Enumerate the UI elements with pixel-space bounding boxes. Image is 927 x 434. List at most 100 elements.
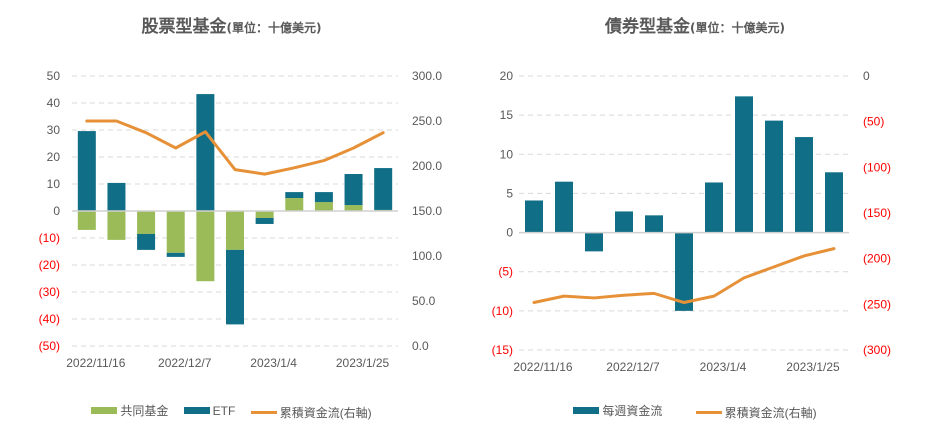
bar-每週資金流 <box>705 182 723 233</box>
x-tick-label: 2023/1/25 <box>786 360 840 374</box>
bar-每週資金流 <box>765 120 783 233</box>
y-tick-label: (50) <box>39 339 60 353</box>
y-tick-label: 50 <box>47 69 61 83</box>
x-tick-label: 2023/1/25 <box>336 356 390 370</box>
y-tick-label: 10 <box>47 177 61 191</box>
y-tick-label: 15 <box>500 108 514 122</box>
x-tick-label: 2022/11/16 <box>66 356 125 370</box>
chart-title: 股票型基金(單位：十億美元) <box>0 12 463 37</box>
y2-tick-label: (150) <box>863 206 891 220</box>
bar-ETF <box>137 233 156 250</box>
legend-label: ETF <box>212 403 236 418</box>
y-tick-label: 5 <box>506 186 513 200</box>
y-tick-label: 0 <box>53 204 60 218</box>
bar-ETF <box>77 131 96 211</box>
bar-每週資金流 <box>555 181 573 233</box>
x-tick-label: 2023/1/4 <box>250 356 297 370</box>
legend-swatch <box>91 407 118 414</box>
y2-tick-label: 100.0 <box>412 249 442 263</box>
legend-label: 累積資金流(右軸) <box>279 406 372 420</box>
chart-title-main: 債券型基金 <box>605 17 690 37</box>
y-tick-label: (20) <box>39 258 60 272</box>
y-tick-label: (30) <box>39 285 60 299</box>
legend-label: 累積資金流(右軸) <box>724 406 817 420</box>
y-tick-label: 40 <box>47 96 61 110</box>
legend-label: 每週資金流 <box>602 404 663 418</box>
bar-ETF <box>344 174 363 206</box>
y-tick-label: (40) <box>39 312 60 326</box>
x-tick-label: 2023/1/4 <box>700 360 747 374</box>
bar-每週資金流 <box>585 232 603 252</box>
y-tick-label: 20 <box>47 150 61 164</box>
y-tick-label: 20 <box>500 69 514 83</box>
x-tick-label: 2022/12/7 <box>606 360 660 374</box>
bar-共同基金 <box>344 205 363 211</box>
x-tick-label: 2022/12/7 <box>158 356 212 370</box>
y2-tick-label: 50.0 <box>412 294 436 308</box>
chart-title-main: 股票型基金 <box>141 17 227 37</box>
y2-tick-label: 0.0 <box>412 339 429 353</box>
bar-每週資金流 <box>525 200 543 233</box>
y2-tick-label: (300) <box>863 343 891 357</box>
legend-item-mutual-fund: 共同基金 <box>91 402 168 419</box>
y2-tick-label: (200) <box>863 252 891 266</box>
bar-共同基金 <box>314 202 333 211</box>
bar-ETF <box>285 192 304 199</box>
bar-共同基金 <box>226 211 244 250</box>
bar-共同基金 <box>285 198 304 211</box>
legend-swatch <box>573 407 600 414</box>
bar-每週資金流 <box>795 137 813 233</box>
bar-ETF <box>166 252 185 257</box>
legend-swatch <box>695 411 722 414</box>
bar-每週資金流 <box>645 215 663 233</box>
bar-每週資金流 <box>735 96 753 233</box>
bar-ETF <box>196 94 215 211</box>
bond-fund-plot: 20 15 10 5 0 (5) (10) (15) 0 (50) (100) (150) (200) (… <box>492 69 891 374</box>
bar-共同基金 <box>255 211 274 219</box>
legend-item-cumulative: 累積資金流(右軸) <box>695 404 817 421</box>
bar-ETF <box>255 218 274 224</box>
legend-item-etf: ETF <box>183 403 236 418</box>
legend-label: 共同基金 <box>120 404 169 418</box>
x-tick-label: 2022/11/16 <box>513 360 572 374</box>
bond-fund-chart: 債券型基金(單位：十億美元) 20 15 10 5 0 (5) (10) (15) 0 (50) (… <box>463 0 927 434</box>
y-tick-label: 10 <box>500 147 514 161</box>
bar-ETF <box>107 182 126 211</box>
y-tick-label: (5) <box>498 265 513 279</box>
bar-共同基金 <box>107 211 126 240</box>
y-tick-label: 30 <box>47 123 61 137</box>
y-tick-label: 0 <box>506 226 513 240</box>
y2-tick-label: 250.0 <box>412 114 442 128</box>
legend-item-cumulative: 累積資金流(右軸) <box>250 404 372 421</box>
bar-共同基金 <box>196 211 215 282</box>
bar-每週資金流 <box>825 172 843 233</box>
bar-ETF <box>226 249 244 325</box>
bar-共同基金 <box>77 211 96 230</box>
chart-legend: 共同基金 ETF 累積資金流(右軸) <box>0 402 463 421</box>
equity-fund-plot: 50 40 30 20 10 0 (10) (20) (30) (40) (50) 300.0 250.… <box>39 69 443 370</box>
bar-共同基金 <box>166 211 185 253</box>
bar-共同基金 <box>137 211 156 234</box>
chart-legend: 每週資金流 累積資金流(右軸) <box>463 402 927 421</box>
chart-title: 債券型基金(單位：十億美元) <box>463 12 927 37</box>
y2-tick-label: (50) <box>863 115 884 129</box>
chart-title-unit: (單位：十億美元) <box>226 21 322 35</box>
bar-ETF <box>314 192 333 203</box>
y2-tick-label: 150.0 <box>412 204 442 218</box>
legend-swatch <box>250 411 277 414</box>
y2-tick-label: 300.0 <box>412 69 442 83</box>
bar-ETF <box>374 168 393 210</box>
y2-tick-label: 200.0 <box>412 159 442 173</box>
line-series-cumulative <box>85 119 385 176</box>
equity-fund-chart: 股票型基金(單位：十億美元) 50 40 30 20 10 0 (10) (20) (30) (4… <box>0 0 463 434</box>
y2-tick-label: (250) <box>863 297 891 311</box>
y2-tick-label: (100) <box>863 160 891 174</box>
y-tick-label: (15) <box>492 343 513 357</box>
legend-swatch <box>183 407 210 414</box>
bar-每週資金流 <box>675 232 693 311</box>
bar-每週資金流 <box>615 211 633 233</box>
y2-tick-label: 0 <box>863 69 870 83</box>
chart-title-unit: (單位：十億美元) <box>690 21 785 35</box>
y-tick-label: (10) <box>492 304 513 318</box>
legend-item-weekly-flow: 每週資金流 <box>573 402 662 419</box>
